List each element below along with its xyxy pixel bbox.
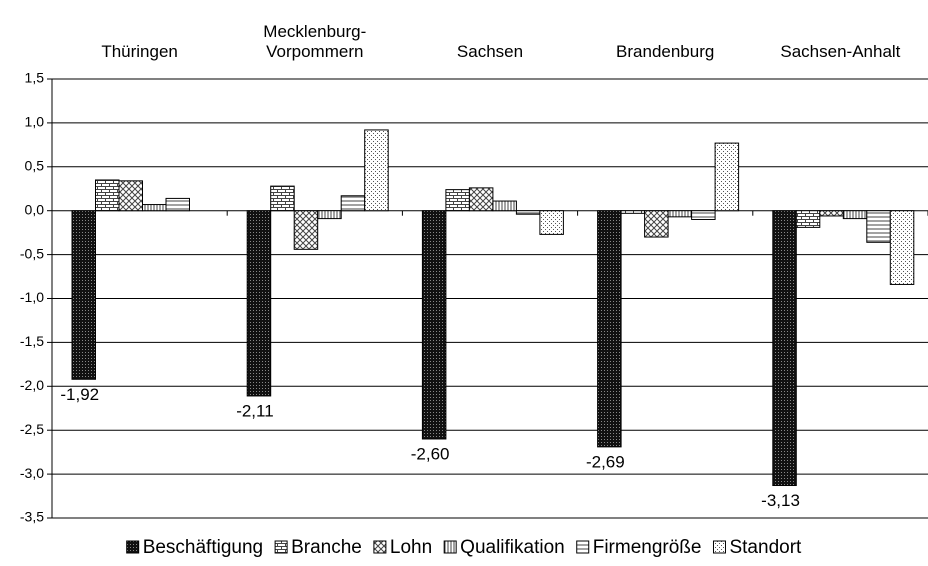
y-tick-label: 1,0	[25, 114, 45, 130]
value-label: -2,60	[411, 444, 450, 463]
bar	[421, 210, 447, 440]
value-label: -1,92	[60, 385, 99, 404]
value-label: -2,11	[236, 401, 274, 420]
bar	[364, 129, 389, 212]
bar	[795, 210, 821, 228]
legend-label: Lohn	[390, 537, 432, 558]
bar	[620, 210, 646, 214]
y-tick-label: -2,5	[20, 421, 44, 437]
legend-label: Beschäftigung	[143, 537, 263, 558]
bar	[118, 180, 143, 212]
legend-label: Qualifikation	[460, 537, 565, 558]
y-tick-label: -3,5	[20, 509, 44, 525]
y-tick-label: 0,0	[25, 201, 45, 217]
legend-label: Firmengröße	[593, 537, 702, 558]
legend-swatch	[373, 540, 387, 554]
category-label: Sachsen	[456, 42, 524, 61]
bar	[644, 210, 669, 238]
bar	[819, 210, 844, 217]
y-tick-label: -2,0	[20, 377, 44, 393]
bar	[714, 142, 740, 212]
category-label: Sachsen-Anhalt	[780, 42, 901, 61]
legend-label: Branche	[291, 537, 362, 558]
bar	[445, 189, 470, 212]
bar	[866, 210, 891, 243]
bar	[772, 210, 797, 487]
bar	[667, 210, 693, 218]
category-label: Thüringen	[101, 42, 178, 61]
bar	[468, 187, 494, 212]
value-label: -2,69	[586, 452, 625, 471]
bar	[492, 200, 517, 212]
category-label: Mecklenburg-Vorpommern	[263, 22, 367, 61]
bar	[597, 210, 622, 448]
y-tick-label: 0,5	[25, 158, 45, 174]
legend-swatch	[443, 540, 457, 554]
bar	[165, 197, 190, 212]
bar	[842, 210, 868, 220]
bar	[691, 210, 716, 220]
legend-swatch	[576, 540, 590, 554]
y-tick-label: -3,0	[20, 465, 44, 481]
category-label: Brandenburg	[616, 42, 715, 61]
bar	[246, 210, 272, 397]
value-label: -3,13	[761, 491, 800, 510]
bar	[539, 210, 564, 235]
legend-swatch	[712, 540, 726, 554]
bar	[889, 210, 915, 285]
bar	[515, 210, 541, 215]
bar	[340, 195, 366, 212]
bar	[293, 210, 319, 250]
y-tick-label: -1,0	[20, 289, 44, 305]
y-tick-label: 1,5	[25, 70, 45, 86]
bar	[95, 179, 120, 212]
y-tick-label: -1,5	[20, 333, 44, 349]
legend-swatch	[126, 540, 140, 554]
legend-label: Standort	[729, 537, 802, 558]
y-tick-label: -0,5	[20, 245, 44, 261]
legend-swatch	[274, 540, 288, 554]
bar	[270, 185, 295, 212]
bar	[71, 210, 96, 380]
bar	[317, 210, 342, 220]
bar	[142, 204, 167, 212]
